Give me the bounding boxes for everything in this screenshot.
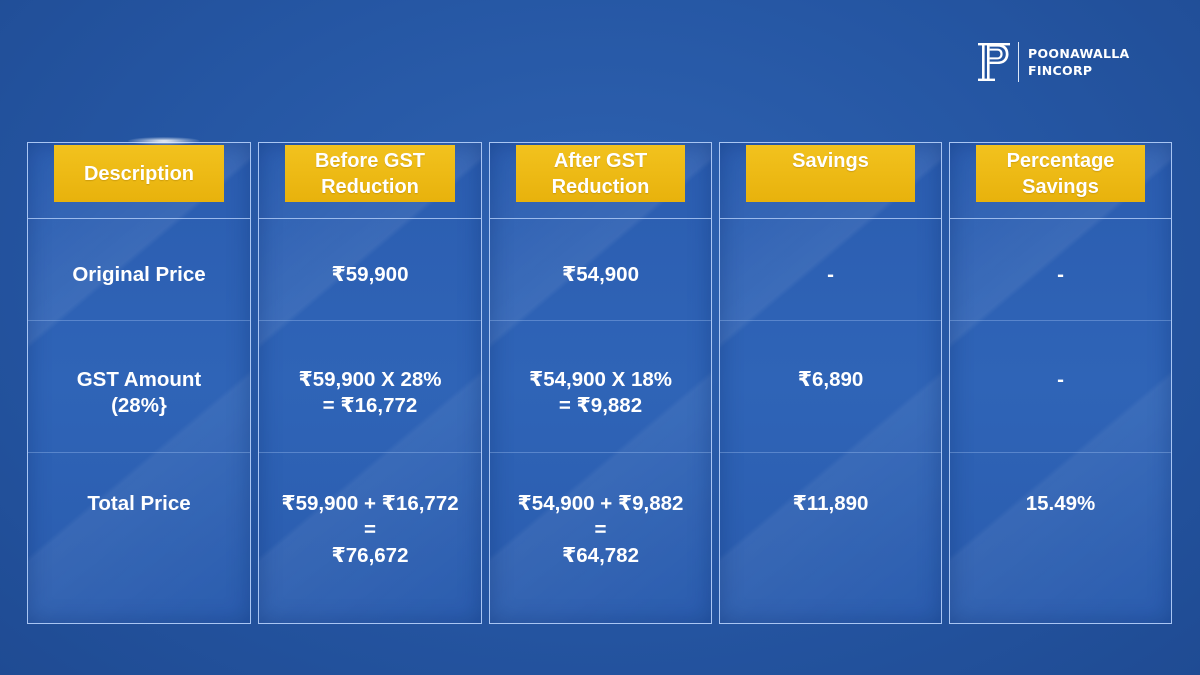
- table-cell: ₹59,900: [263, 262, 477, 288]
- cell-line: =: [594, 518, 607, 541]
- column-after-gst: After GST Reduction ₹54,900 ₹54,900 X 18…: [489, 142, 712, 624]
- header-badge: Description: [54, 145, 224, 202]
- column-header: After GST Reduction: [490, 143, 711, 219]
- cell-line: (28%}: [111, 394, 167, 417]
- cell-line: Total Price: [87, 492, 191, 515]
- cell-line: ₹6,890: [797, 368, 864, 391]
- table-cell: Total Price: [32, 491, 246, 517]
- row-divider: [950, 320, 1171, 321]
- brand-name-line2: FINCORP: [1028, 63, 1093, 78]
- cell-line: ₹54,900: [562, 263, 639, 286]
- row-divider: [950, 452, 1171, 453]
- cell-line: ₹11,890: [792, 492, 869, 515]
- header-badge: Savings: [746, 145, 915, 202]
- table-cell: ₹6,890: [724, 367, 937, 393]
- column-header: Percentage Savings: [950, 143, 1171, 219]
- cell-line: -: [1057, 263, 1064, 286]
- table-cell: ₹59,900 X 28% = ₹16,772: [263, 367, 477, 419]
- column-header: Before GST Reduction: [259, 143, 481, 219]
- header-line2: Savings: [1022, 176, 1099, 198]
- header-line1: Description: [83, 162, 195, 185]
- header-badge: Percentage Savings: [976, 145, 1145, 202]
- table-cell: GST Amount (28%}: [32, 367, 246, 419]
- cell-line: =: [364, 518, 376, 541]
- header-line1: Savings: [792, 150, 869, 172]
- cell-line: -: [827, 263, 834, 286]
- column-description: Description Original Price GST Amount (2…: [27, 142, 251, 624]
- header-line1: After GST: [553, 150, 648, 172]
- table-cell: 15.49%: [954, 491, 1167, 517]
- column-before-gst: Before GST Reduction ₹59,900 ₹59,900 X 2…: [258, 142, 482, 624]
- table-cell: -: [724, 262, 937, 288]
- column-header: Description: [28, 143, 250, 219]
- header-line1: Before GST: [314, 150, 426, 172]
- table-cell: -: [954, 262, 1167, 288]
- row-divider: [720, 320, 941, 321]
- table-cell: ₹11,890: [724, 491, 937, 517]
- header-line2: Reduction: [551, 176, 650, 198]
- column-percentage-savings: Percentage Savings - - 15.49%: [949, 142, 1172, 624]
- cell-line: ₹64,782: [562, 544, 639, 567]
- light-glint: [128, 137, 200, 145]
- brand-mark-icon: [978, 43, 1010, 81]
- cell-line: = ₹16,772: [322, 394, 418, 417]
- cell-line: ₹59,900 + ₹16,772: [281, 492, 459, 515]
- brand-name-line1: POONAWALLA: [1028, 46, 1130, 61]
- row-divider: [490, 452, 711, 453]
- cell-line: ₹76,672: [331, 544, 409, 567]
- table-cell: ₹54,900 + ₹9,882 = ₹64,782: [494, 491, 707, 569]
- table-cell: ₹59,900 + ₹16,772 = ₹76,672: [263, 491, 477, 569]
- row-divider: [490, 320, 711, 321]
- header-badge: Before GST Reduction: [285, 145, 455, 202]
- cell-line: 15.49%: [1025, 492, 1096, 515]
- header-badge: After GST Reduction: [516, 145, 685, 202]
- row-divider: [259, 320, 481, 321]
- cell-line: ₹54,900 X 18%: [528, 368, 673, 391]
- brand-divider: [1018, 42, 1019, 82]
- table-cell: ₹54,900 X 18% = ₹9,882: [494, 367, 707, 419]
- row-divider: [259, 452, 481, 453]
- header-line1: Percentage: [1006, 150, 1115, 172]
- cell-line: ₹59,900: [331, 263, 409, 286]
- cell-line: ₹54,900 + ₹9,882: [517, 492, 684, 515]
- row-divider: [28, 320, 250, 321]
- column-header: Savings: [720, 143, 941, 219]
- table-cell: ₹54,900: [494, 262, 707, 288]
- cell-line: -: [1057, 368, 1064, 391]
- row-divider: [720, 452, 941, 453]
- row-divider: [28, 452, 250, 453]
- header-line2: Reduction: [321, 176, 419, 198]
- table-cell: -: [954, 367, 1167, 393]
- cell-line: = ₹9,882: [558, 394, 643, 417]
- column-savings: Savings - ₹6,890 ₹11,890: [719, 142, 942, 624]
- brand-name: POONAWALLA FINCORP: [1028, 45, 1130, 79]
- brand-logo: POONAWALLA FINCORP: [976, 40, 1130, 84]
- table-cell: Original Price: [32, 262, 246, 288]
- cell-line: GST Amount: [76, 368, 202, 391]
- cell-line: ₹59,900 X 28%: [298, 368, 442, 391]
- cell-line: Original Price: [72, 263, 206, 286]
